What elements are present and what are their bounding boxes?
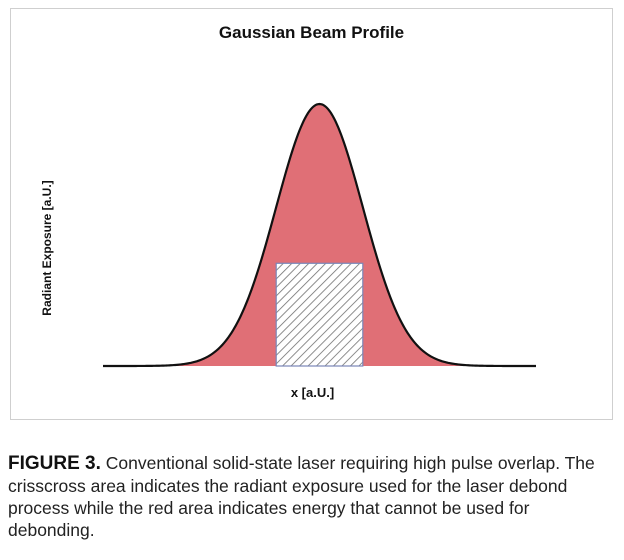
x-axis-label: x [a.U.] [290, 385, 335, 400]
caption-text: Conventional solid-state laser requiring… [8, 453, 595, 540]
excess-energy-area [103, 104, 536, 366]
chart-frame: Gaussian Beam Profile Radiant Exposure [… [10, 8, 613, 420]
chart-title: Gaussian Beam Profile [218, 23, 405, 42]
usable-exposure-region [275, 262, 364, 367]
gaussian-curve [103, 102, 536, 368]
figure-caption: FIGURE 3. Conventional solid-state laser… [8, 452, 614, 541]
figure-label: FIGURE 3. [8, 453, 101, 474]
plot-area [103, 102, 536, 368]
